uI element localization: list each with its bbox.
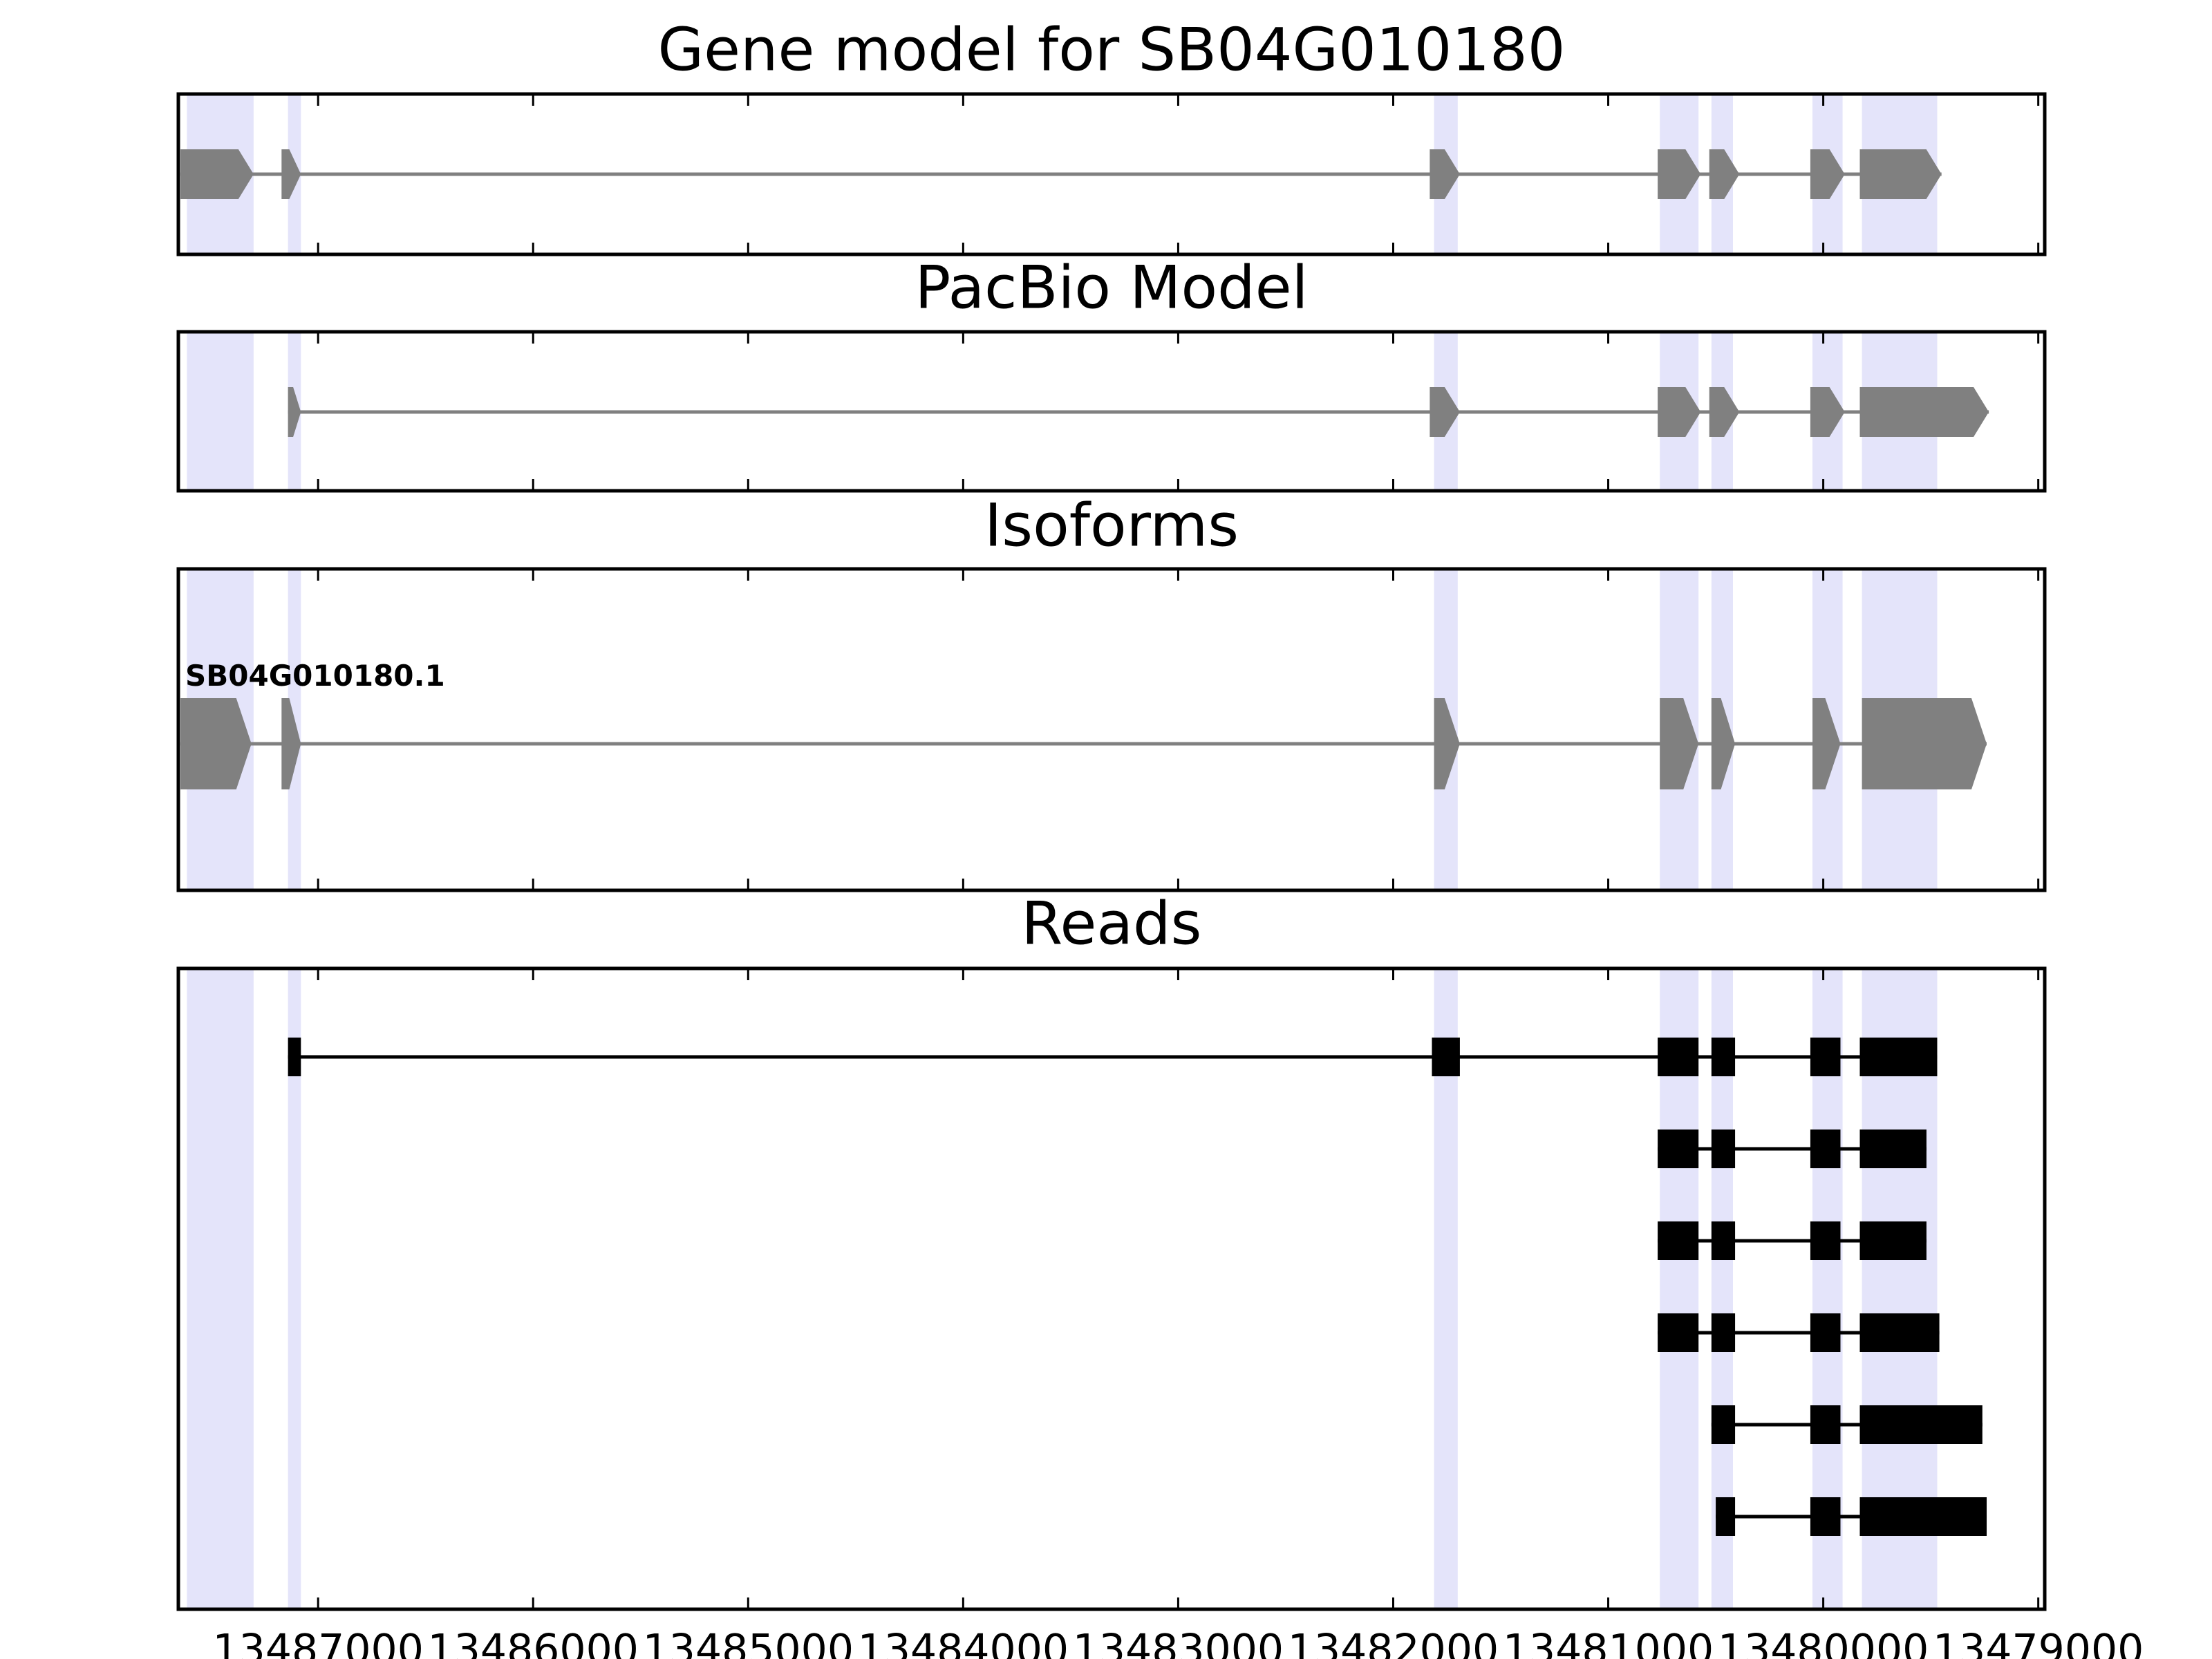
read-block: [1432, 1038, 1460, 1076]
x-tick-label: 13482000: [1288, 1626, 1499, 1659]
panel-title: Reads: [1022, 889, 1202, 958]
read-block: [1711, 1313, 1736, 1352]
read-block: [1859, 1405, 1983, 1444]
exon-arrow: [281, 149, 301, 199]
read-block: [1658, 1313, 1699, 1352]
read-block: [288, 1038, 301, 1076]
read-block: [1859, 1497, 1987, 1536]
read-block: [1711, 1405, 1736, 1444]
panel-frame: [176, 567, 2047, 892]
read-block: [1859, 1038, 1938, 1076]
read-block: [1658, 1221, 1699, 1260]
x-tick-label: 13480000: [1718, 1626, 1929, 1659]
read-block: [1810, 1497, 1841, 1536]
exon-arrow: [281, 698, 301, 789]
panel-0: Gene model for SB04G010180: [176, 15, 2047, 256]
read-block: [1711, 1130, 1736, 1168]
read-block: [1859, 1130, 1927, 1168]
x-tick-label: 13479000: [1933, 1626, 2144, 1659]
exon-arrow: [1430, 387, 1460, 437]
exon-arrow: [180, 698, 252, 789]
exon-arrow: [1862, 698, 1987, 789]
panel-2: Isoforms SB04G010180.1: [176, 491, 2047, 892]
x-tick-label: 13487000: [212, 1626, 423, 1659]
exon-arrow: [1430, 149, 1460, 199]
read-block: [1810, 1221, 1841, 1260]
panel-title: Isoforms: [984, 491, 1239, 560]
exon-highlight-band: [288, 968, 301, 1609]
x-tick-label: 13486000: [428, 1626, 639, 1659]
exon-arrow: [1658, 149, 1701, 199]
read-block: [1810, 1038, 1841, 1076]
exon-arrow: [1709, 387, 1740, 437]
exon-highlight-band: [187, 332, 254, 491]
exon-arrow: [1658, 387, 1701, 437]
x-tick-label: 13485000: [643, 1626, 854, 1659]
exon-arrow: [1859, 387, 1989, 437]
panel-frame: [176, 330, 2047, 493]
read-block: [1658, 1038, 1699, 1076]
x-tick-label: 13483000: [1073, 1626, 1284, 1659]
panel-title: PacBio Model: [915, 253, 1308, 322]
isoform-label: SB04G010180.1: [185, 659, 445, 693]
panel-1: PacBio Model: [176, 253, 2047, 493]
read-block: [1711, 1038, 1736, 1076]
panel-frame: [176, 966, 2047, 1611]
read-block: [1859, 1313, 1940, 1352]
x-tick-label: 13484000: [858, 1626, 1069, 1659]
panel-title: Gene model for SB04G010180: [658, 15, 1566, 84]
read-block: [1810, 1405, 1841, 1444]
x-tick-label: 13481000: [1503, 1626, 1714, 1659]
exon-arrow: [1812, 698, 1841, 789]
exon-arrow: [1810, 387, 1845, 437]
exon-arrow: [288, 387, 301, 437]
read-block: [1658, 1130, 1699, 1168]
exon-arrow: [1711, 698, 1736, 789]
exon-arrow: [180, 149, 254, 199]
read-block: [1859, 1221, 1927, 1260]
read-block: [1716, 1497, 1736, 1536]
read-block: [1810, 1130, 1841, 1168]
exon-arrow: [1434, 698, 1460, 789]
read-block: [1810, 1313, 1841, 1352]
panel-frame: [176, 92, 2047, 256]
exon-arrow: [1660, 698, 1699, 789]
panel-3: Reads: [176, 889, 2047, 1611]
exon-arrow: [1810, 149, 1845, 199]
exon-arrow: [1859, 149, 1942, 199]
read-block: [1711, 1221, 1736, 1260]
exon-arrow: [1709, 149, 1740, 199]
exon-highlight-band: [187, 968, 254, 1609]
